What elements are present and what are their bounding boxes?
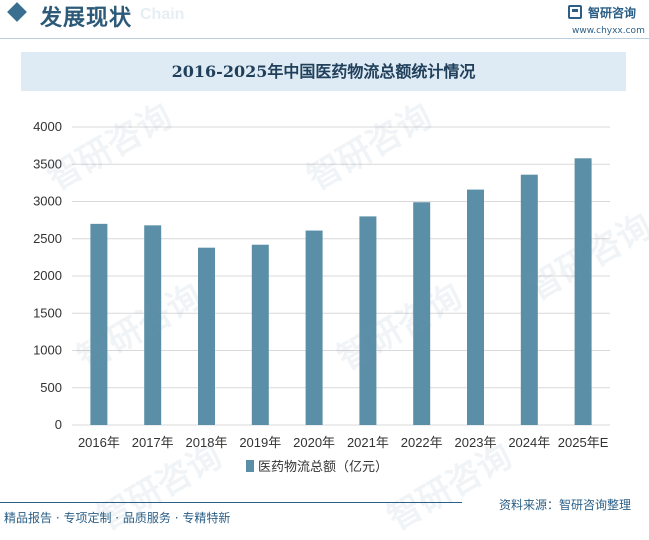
x-tick-label: 2020年 bbox=[293, 435, 335, 450]
x-tick-label: 2023年 bbox=[455, 435, 497, 450]
bars bbox=[90, 158, 592, 426]
bar bbox=[198, 247, 215, 425]
y-tick-label: 0 bbox=[55, 417, 62, 432]
x-tick-label: 2021年 bbox=[347, 435, 389, 450]
x-tick-label: 2024年 bbox=[508, 435, 550, 450]
x-tick-label: 2022年 bbox=[401, 435, 443, 450]
footer-source: 资料来源：智研咨询整理 bbox=[499, 498, 632, 512]
section-title: 发展现状 bbox=[40, 5, 133, 31]
bar bbox=[144, 225, 162, 425]
x-tick-label: 2025年E bbox=[558, 435, 609, 450]
brand[interactable]: 智研咨询 www.chyxx.com bbox=[568, 4, 648, 40]
gridlines bbox=[72, 126, 610, 426]
bar bbox=[90, 223, 108, 425]
legend: 医药物流总额（亿元） bbox=[246, 460, 388, 475]
bar bbox=[467, 189, 484, 425]
legend-swatch bbox=[246, 460, 254, 472]
y-tick-label: 2000 bbox=[33, 268, 62, 283]
y-tick-label: 4000 bbox=[33, 119, 62, 134]
bar bbox=[359, 216, 377, 425]
bar bbox=[413, 202, 431, 425]
footer-divider bbox=[0, 502, 462, 503]
bar bbox=[251, 244, 269, 425]
x-tick-label: 2016年 bbox=[78, 435, 120, 450]
y-tick-label: 500 bbox=[40, 380, 62, 395]
chart-title-box: 2016-2025年中国医药物流总额统计情况 bbox=[21, 52, 626, 91]
brand-logo-icon bbox=[568, 5, 582, 19]
header-bar: 发展现状 Chain 智研咨询 www.chyxx.com bbox=[0, 0, 649, 40]
header-divider bbox=[0, 38, 649, 39]
x-tick-label: 2019年 bbox=[239, 435, 281, 450]
bar bbox=[520, 174, 538, 425]
y-tick-label: 1000 bbox=[33, 343, 62, 358]
footer-tagline: 精品报告 · 专项定制 · 品质服务 · 专精特新 bbox=[4, 511, 231, 525]
x-tick-label: 2017年 bbox=[132, 435, 174, 450]
y-axis-ticks: 0 500 1000 1500 2000 2500 3000 3500 4000 bbox=[33, 119, 62, 432]
chart-title: 2016-2025年中国医药物流总额统计情况 bbox=[171, 62, 476, 81]
section-subtitle: Chain bbox=[140, 6, 185, 23]
y-tick-label: 2500 bbox=[33, 231, 62, 246]
brand-name: 智研咨询 bbox=[588, 6, 637, 20]
bar bbox=[305, 230, 323, 425]
legend-label: 医药物流总额（亿元） bbox=[258, 460, 388, 475]
bar bbox=[574, 158, 592, 426]
x-tick-label: 2018年 bbox=[186, 435, 228, 450]
y-tick-label: 1500 bbox=[33, 305, 62, 320]
x-axis-ticks: 2016年 2017年 2018年 2019年 2020年 2021年 2022年 2023年… bbox=[78, 435, 609, 450]
brand-url[interactable]: www.chyxx.com bbox=[572, 26, 645, 36]
y-tick-label: 3500 bbox=[33, 156, 62, 171]
y-tick-label: 3000 bbox=[33, 194, 62, 209]
